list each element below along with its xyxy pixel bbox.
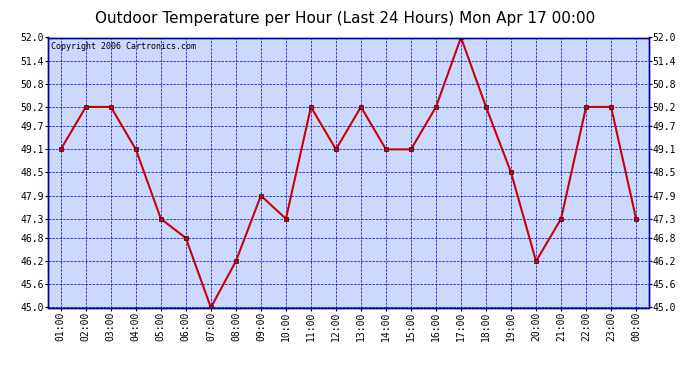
Text: Outdoor Temperature per Hour (Last 24 Hours) Mon Apr 17 00:00: Outdoor Temperature per Hour (Last 24 Ho… — [95, 11, 595, 26]
Text: Copyright 2006 Cartronics.com: Copyright 2006 Cartronics.com — [51, 42, 196, 51]
